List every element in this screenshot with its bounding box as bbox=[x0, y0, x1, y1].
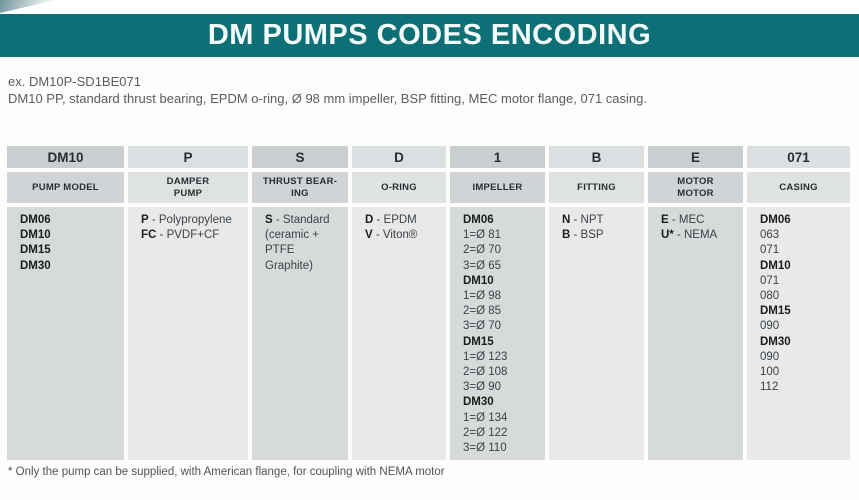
cell-line: DM10 bbox=[20, 229, 51, 242]
column-6-content-cell: N - NPT B - BSP bbox=[549, 207, 644, 460]
cell-line: 2=Ø 70 bbox=[463, 244, 502, 257]
cell-line: 071 bbox=[760, 244, 780, 257]
cell-line: V - Viton® bbox=[365, 229, 418, 242]
column-2-code-cell: P bbox=[128, 146, 248, 168]
example-code: ex. DM10P-SD1BE071 bbox=[8, 74, 141, 89]
column-3-label-cell: THRUST BEAR- ING bbox=[252, 172, 348, 203]
cell-line: 3=Ø 110 bbox=[463, 442, 507, 455]
example-description: DM10 PP, standard thrust bearing, EPDM o… bbox=[8, 91, 647, 106]
footnote: * Only the pump can be supplied, with Am… bbox=[8, 466, 445, 478]
cell-line: 2=Ø 85 bbox=[463, 305, 502, 318]
cell-line: FC - PVDF+CF bbox=[141, 229, 220, 242]
cell-line: N - NPT bbox=[562, 214, 604, 226]
column-1-code-cell: DM10 bbox=[7, 146, 124, 168]
cell-line: 080 bbox=[760, 290, 780, 303]
page-title: DM PUMPS CODES ENCODING bbox=[207, 19, 652, 51]
column-4-code-cell: D bbox=[352, 146, 446, 168]
cell-line: 1=Ø 98 bbox=[463, 290, 502, 303]
cell-line: 1=Ø 134 bbox=[463, 411, 508, 424]
column-8-label-cell: CASING bbox=[747, 172, 850, 203]
page-corner-decoration bbox=[0, 0, 56, 13]
cell-line: DM30 bbox=[20, 259, 51, 272]
column-5-code-cell: 1 bbox=[450, 146, 545, 168]
cell-line: DM06 bbox=[20, 214, 51, 226]
cell-line: DM15 bbox=[760, 305, 791, 318]
column-2-content-cell: P - Polypropylene FC - PVDF+CF bbox=[128, 207, 248, 460]
column-1-label-cell: PUMP MODEL bbox=[7, 172, 124, 203]
cell-line: P - Polypropylene bbox=[141, 214, 232, 226]
column-3-content-cell: S - Standard (ceramic + PTFE Graphite) bbox=[252, 207, 348, 460]
top-band bbox=[0, 0, 859, 14]
column-8-code-cell: 071 bbox=[747, 146, 850, 168]
cell-line: 090 bbox=[760, 320, 780, 333]
cell-line: DM06 bbox=[760, 214, 791, 226]
cell-line: E - MEC bbox=[661, 214, 705, 226]
cell-line: 2=Ø 122 bbox=[463, 426, 508, 439]
cell-line: 1=Ø 123 bbox=[463, 350, 508, 363]
cell-line: 112 bbox=[760, 381, 779, 394]
cell-line: B - BSP bbox=[562, 229, 604, 242]
example-block: ex. DM10P-SD1BE071 DM10 PP, standard thr… bbox=[8, 73, 851, 107]
cell-line: 3=Ø 90 bbox=[463, 381, 502, 394]
cell-line: D - EPDM bbox=[365, 214, 417, 226]
column-6-label-cell: FITTING bbox=[549, 172, 644, 203]
cell-line: U* - NEMA bbox=[661, 229, 718, 242]
column-4-label-cell: O-RING bbox=[352, 172, 446, 203]
column-5-content-cell: DM06 1=Ø 81 2=Ø 70 3=Ø 65 DM10 1=Ø 98 2=Ø 85 3=… bbox=[450, 207, 545, 460]
cell-line: 090 bbox=[760, 350, 780, 363]
cell-line: DM10 bbox=[760, 259, 791, 272]
cell-line: DM15 bbox=[20, 244, 51, 257]
column-2-label-cell: DAMPER PUMP bbox=[128, 172, 248, 203]
column-7-label-cell: MOTOR MOTOR bbox=[648, 172, 743, 203]
cell-line: 063 bbox=[760, 229, 780, 242]
title-bar: DM PUMPS CODES ENCODING bbox=[0, 14, 859, 57]
column-7-content-cell: E - MEC U* - NEMA bbox=[648, 207, 743, 460]
column-3-code-cell: S bbox=[252, 146, 348, 168]
cell-line: (ceramic + bbox=[265, 229, 319, 242]
column-4-content-cell: D - EPDM V - Viton® bbox=[352, 207, 446, 460]
column-7-code-cell: E bbox=[648, 146, 743, 168]
codes-table: DM10 P S D 1 B E 071 PUMP MODEL DAMPER PUMP THRUST… bbox=[7, 146, 850, 460]
column-8-content-cell: DM06 063 071 DM10 071 080 DM15 090 DM30 090 100 112 bbox=[747, 207, 850, 460]
cell-line: 3=Ø 65 bbox=[463, 259, 502, 272]
cell-line: DM30 bbox=[760, 335, 791, 348]
cell-line: DM15 bbox=[463, 335, 494, 348]
cell-line: 3=Ø 70 bbox=[463, 320, 502, 333]
column-1-content-cell: DM06 DM10 DM15 DM30 bbox=[7, 207, 124, 460]
cell-line: 1=Ø 81 bbox=[463, 229, 502, 242]
column-6-code-cell: B bbox=[549, 146, 644, 168]
column-5-label-cell: IMPELLER bbox=[450, 172, 545, 203]
cell-line: 2=Ø 108 bbox=[463, 366, 508, 379]
cell-line: 100 bbox=[760, 366, 780, 379]
cell-line: DM10 bbox=[463, 274, 494, 287]
cell-line: DM06 bbox=[463, 214, 494, 226]
cell-line: DM30 bbox=[463, 396, 494, 409]
cell-line: PTFE Graphite) bbox=[265, 244, 313, 272]
cell-line: 071 bbox=[760, 274, 780, 287]
cell-line: S - Standard bbox=[265, 214, 330, 226]
